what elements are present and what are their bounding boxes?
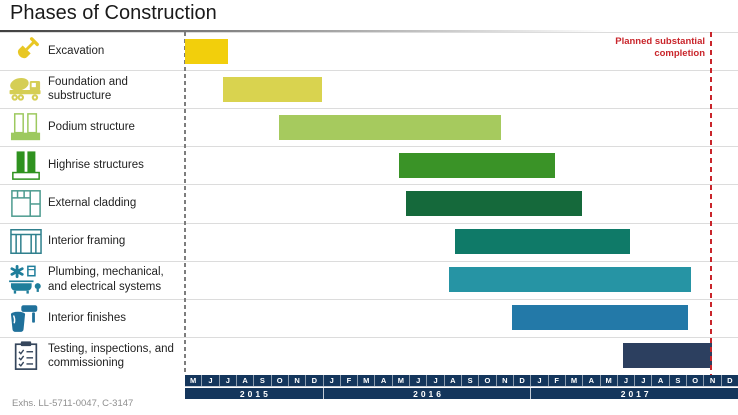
month-tick: A <box>583 375 601 386</box>
gantt-bar <box>623 343 713 369</box>
row-separator <box>0 146 738 148</box>
paint-roller-icon <box>4 302 48 333</box>
month-tick: O <box>687 375 705 386</box>
phase-label: Testing, inspections, and commissioning <box>48 342 174 369</box>
row-separator <box>0 184 738 186</box>
year-label: 2015 <box>185 388 324 399</box>
phase-label: Interior finishes <box>48 311 126 324</box>
framing-icon <box>4 226 48 257</box>
phase-label: External cladding <box>48 197 137 210</box>
month-tick: O <box>272 375 289 386</box>
row-separator <box>0 298 738 300</box>
row-separator <box>0 108 738 110</box>
month-tick: A <box>445 375 462 386</box>
podium-icon <box>4 112 48 143</box>
year-label: 2016 <box>324 388 532 399</box>
phase-row: External cladding <box>0 184 184 222</box>
planned-completion-label: Planned substantial completion <box>615 36 705 60</box>
phase-label: Plumbing, mechanical, and electrical sys… <box>48 266 164 293</box>
month-tick: M <box>566 375 584 386</box>
month-tick: J <box>324 375 341 386</box>
month-tick: S <box>670 375 688 386</box>
phase-label: Foundation and substructure <box>48 75 128 103</box>
highrise-icon <box>4 150 48 181</box>
month-tick: A <box>652 375 670 386</box>
gantt-bar <box>511 305 688 331</box>
month-tick: D <box>306 375 324 386</box>
gantt-bar <box>399 152 555 178</box>
month-tick: A <box>237 375 255 386</box>
gantt-bar <box>279 114 502 140</box>
phase-label: Highrise structures <box>48 159 144 172</box>
cement-mixer-icon <box>4 74 48 105</box>
phase-row: Highrise structures <box>0 146 184 184</box>
month-tick: J <box>618 375 636 386</box>
gantt-bar <box>449 267 692 293</box>
title-underline <box>0 30 660 32</box>
month-tick: J <box>220 375 237 386</box>
row-separator <box>0 260 738 262</box>
gantt-bar <box>455 229 630 255</box>
cladding-icon <box>4 188 48 219</box>
month-tick: N <box>497 375 514 386</box>
month-tick: M <box>601 375 618 386</box>
phase-row: Interior framing <box>0 223 184 261</box>
month-tick: A <box>375 375 393 386</box>
phase-row: Interior finishes <box>0 299 184 337</box>
month-tick: F <box>341 375 359 386</box>
month-tick: S <box>254 375 272 386</box>
month-tick: F <box>549 375 566 386</box>
row-separator <box>0 70 738 72</box>
phase-label: Interior framing <box>48 235 126 248</box>
phase-row: Excavation <box>0 32 184 70</box>
month-tick: M <box>358 375 376 386</box>
month-tick: J <box>635 375 653 386</box>
month-tick: O <box>479 375 497 386</box>
phase-row: Plumbing, mechanical, and electrical sys… <box>0 261 184 299</box>
month-tick: D <box>727 376 733 385</box>
planned-completion-label-line1: Planned substantial <box>615 36 705 47</box>
row-separator <box>0 222 738 224</box>
month-tick: S <box>462 375 480 386</box>
month-tick: J <box>427 375 445 386</box>
construction-start-dashed-line <box>184 32 186 375</box>
shovel-icon <box>4 36 48 67</box>
phase-row: Foundation and substructure <box>0 70 184 108</box>
month-tick: N <box>289 375 307 386</box>
gantt-bar <box>185 38 229 64</box>
phase-row: Testing, inspections, and commissioning <box>0 337 184 375</box>
plumbing-icon <box>4 264 48 295</box>
timeline-year-axis: 2015 2016 2017 <box>185 388 738 399</box>
phase-label: Podium structure <box>48 121 135 134</box>
month-tick: N <box>704 375 722 386</box>
page-title: Phases of Construction <box>10 2 217 24</box>
planned-completion-label-line2: completion <box>654 47 705 59</box>
month-tick: M <box>185 375 203 386</box>
clipboard-icon <box>4 340 48 371</box>
month-tick: J <box>531 375 549 386</box>
month-tick: J <box>410 375 428 386</box>
month-tick: D <box>514 375 532 386</box>
month-tick: M <box>393 375 411 386</box>
year-label: 2017 <box>620 388 652 399</box>
row-separator <box>0 32 738 33</box>
gantt-bar <box>223 76 322 102</box>
phase-row: Podium structure <box>0 108 184 146</box>
planned-completion-dashed-line <box>710 32 713 375</box>
phase-label: Excavation <box>48 44 105 57</box>
month-tick: J <box>202 375 220 386</box>
exhibit-reference: Exhs. LL-5711-0047, C-3147 <box>12 398 134 409</box>
gantt-bar <box>406 191 583 216</box>
row-separator <box>0 336 738 338</box>
